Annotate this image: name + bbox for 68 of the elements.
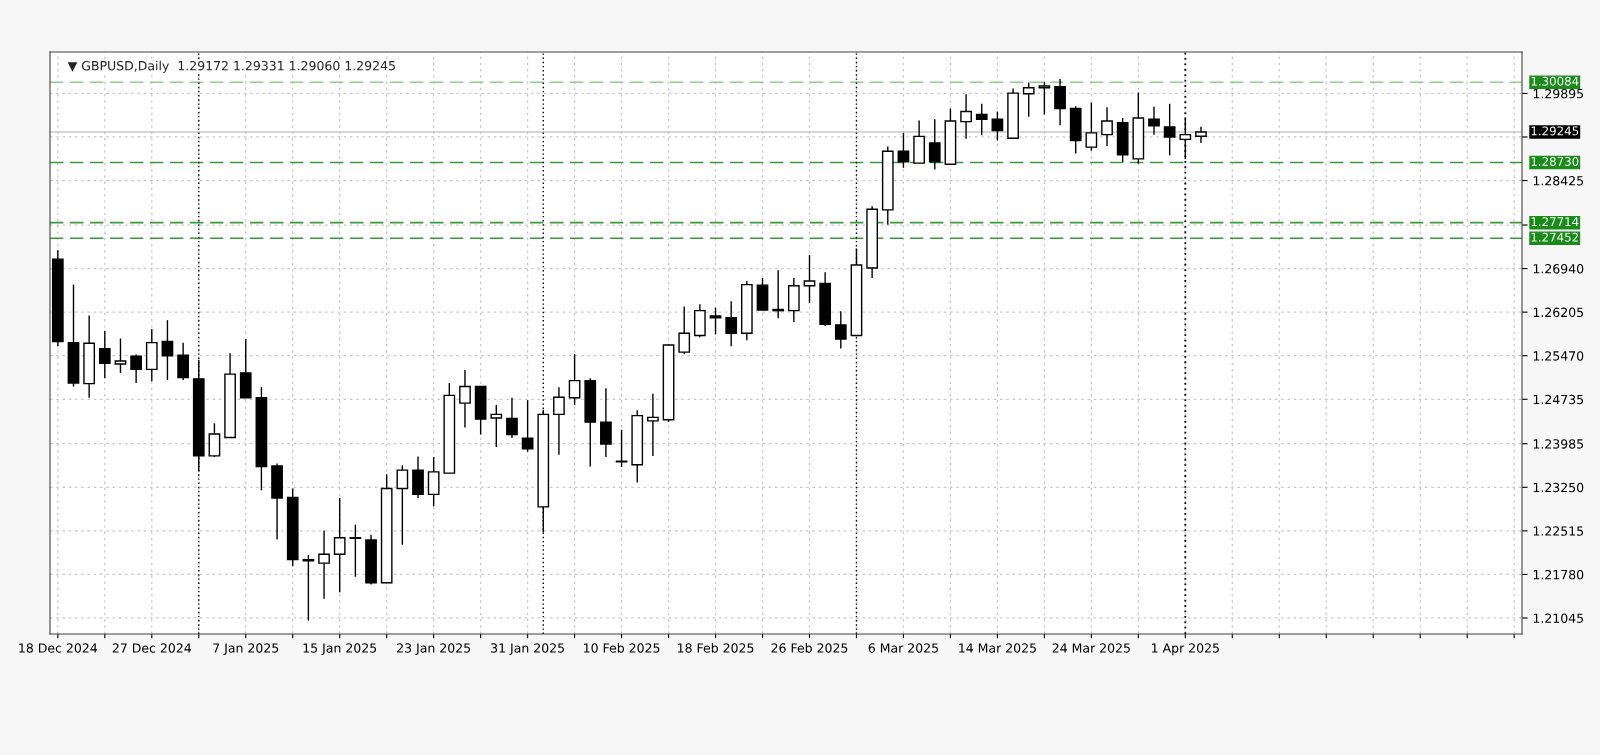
candlestick (709, 307, 722, 336)
x-tick-label: 23 Jan 2025 (397, 643, 471, 656)
y-tick-label: 1.29895 (1533, 88, 1584, 99)
y-tick-label: 1.25470 (1533, 351, 1584, 361)
y-tick-label: 1.26940 (1533, 264, 1584, 274)
y-tick-label: 1.21045 (1533, 613, 1584, 623)
ref-line-label: 1.27714 (1531, 217, 1579, 226)
x-tick-label: 18 Dec 2024 (19, 643, 98, 653)
candlestick (521, 399, 534, 453)
candlestick (1148, 106, 1160, 136)
y-tick-label: 1.24735 (1533, 394, 1584, 405)
candlestick (1022, 81, 1035, 118)
candlestick (177, 341, 189, 381)
candlestick (396, 464, 409, 546)
x-tick-label: 10 Feb 2025 (584, 643, 660, 653)
y-tick-label: 1.28425 (1533, 176, 1584, 186)
candlestick (834, 310, 847, 350)
candlestick (114, 337, 127, 374)
x-tick-label: 31 Jan 2025 (491, 643, 564, 656)
candlestick (960, 93, 972, 140)
y-tick-label: 1.22515 (1533, 526, 1584, 536)
y-tick-label: 1.23985 (1533, 439, 1584, 449)
x-tick-label: 24 Mar 2025 (1052, 643, 1130, 653)
ref-line-label: 1.28730 (1531, 156, 1579, 166)
candlestick (161, 319, 174, 381)
candlestick (318, 529, 330, 600)
candlestick (490, 404, 503, 448)
candlestick (1054, 78, 1066, 126)
x-tick-label: 27 Dec 2024 (112, 643, 192, 653)
x-tick-label: 7 Jan 2025 (213, 643, 279, 656)
candlestick (427, 456, 440, 507)
candlestick (803, 254, 816, 304)
candlestick (1101, 106, 1113, 147)
candlestick (647, 392, 659, 457)
candlestick (897, 132, 910, 169)
x-tick-label: 18 Feb 2025 (678, 643, 754, 653)
candlestick (553, 386, 565, 456)
candlestick (725, 300, 738, 347)
x-tick-label: 6 Mar 2025 (868, 643, 938, 653)
candlestick (349, 523, 362, 578)
candlestick (333, 497, 346, 593)
candlestick (615, 429, 628, 468)
candlestick (1163, 103, 1176, 157)
ref-line-label: 1.30084 (1531, 76, 1579, 86)
y-tick-label: 1.26205 (1533, 307, 1584, 318)
candlestick (459, 369, 471, 429)
text: ▼ GBPUSD,Daily 1.29172 1.29331 1.29060 1.29245 (67, 60, 395, 73)
candlestick (991, 110, 1004, 142)
candlestick (600, 387, 612, 458)
x-tick-label: 14 Mar 2025 (959, 643, 1036, 653)
candlestick (208, 422, 221, 458)
candlestick (678, 305, 691, 355)
candlestick (1038, 81, 1051, 116)
ref-line-label: 1.29245 (1531, 126, 1579, 136)
candlestick (1195, 126, 1207, 144)
y-tick-label: 1.23250 (1533, 482, 1584, 493)
candlestick (130, 353, 142, 384)
candlestick (98, 330, 111, 379)
candlestick (975, 103, 988, 136)
y-tick-label: 1.21780 (1533, 569, 1584, 580)
x-tick-label: 15 Jan 2025 (303, 643, 377, 656)
candlestick (928, 118, 941, 171)
ref-line-label: 1.27452 (1531, 232, 1578, 242)
x-tick-label: 26 Feb 2025 (771, 643, 848, 653)
candlestick (568, 353, 581, 406)
candlestick (506, 397, 518, 439)
candlestick (1085, 101, 1098, 152)
x-tick-label: 1 Apr 2025 (1152, 643, 1219, 656)
